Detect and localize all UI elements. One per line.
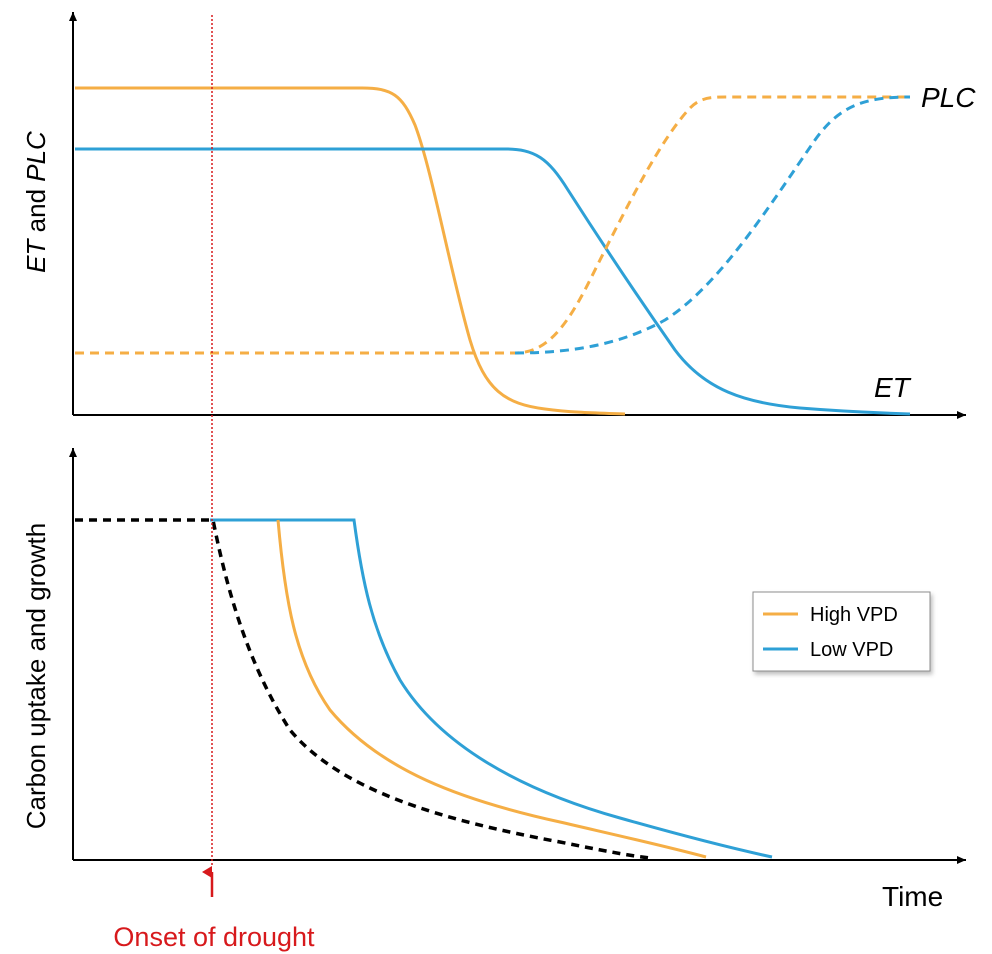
et-low-vpd-curve bbox=[75, 147, 911, 416]
carbon-low-vpd-curve bbox=[210, 518, 773, 859]
plc-high-vpd-curve bbox=[75, 95, 910, 355]
legend-box bbox=[752, 591, 931, 672]
y-label-and: and bbox=[21, 182, 51, 240]
et-curve-label: ET bbox=[874, 372, 912, 403]
legend: High VPD Low VPD bbox=[752, 591, 931, 672]
bottom-panel: Carbon uptake and growth Time High VPD L… bbox=[21, 448, 966, 912]
carbon-high-vpd-curve bbox=[276, 519, 707, 859]
top-y-axis-label: ET and PLC bbox=[21, 131, 51, 273]
drought-onset-marker: Onset of drought bbox=[113, 15, 315, 952]
bottom-y-axis-label: Carbon uptake and growth bbox=[21, 523, 51, 829]
drought-onset-label: Onset of drought bbox=[113, 922, 315, 952]
legend-item-low-vpd: Low VPD bbox=[763, 639, 893, 661]
legend-label-high-vpd: High VPD bbox=[810, 604, 898, 626]
plc-curve-label: PLC bbox=[921, 82, 976, 113]
legend-item-high-vpd: High VPD bbox=[763, 604, 898, 626]
legend-label-low-vpd: Low VPD bbox=[810, 639, 893, 661]
et-high-vpd-curve bbox=[75, 86, 626, 416]
bottom-x-axis-label: Time bbox=[882, 881, 943, 912]
y-label-et: ET bbox=[21, 237, 51, 272]
plc-low-vpd-curve bbox=[514, 95, 911, 355]
carbon-reference-curve bbox=[75, 518, 651, 860]
top-panel: ET and PLC PLC ET bbox=[21, 12, 976, 419]
y-label-plc: PLC bbox=[21, 131, 51, 182]
